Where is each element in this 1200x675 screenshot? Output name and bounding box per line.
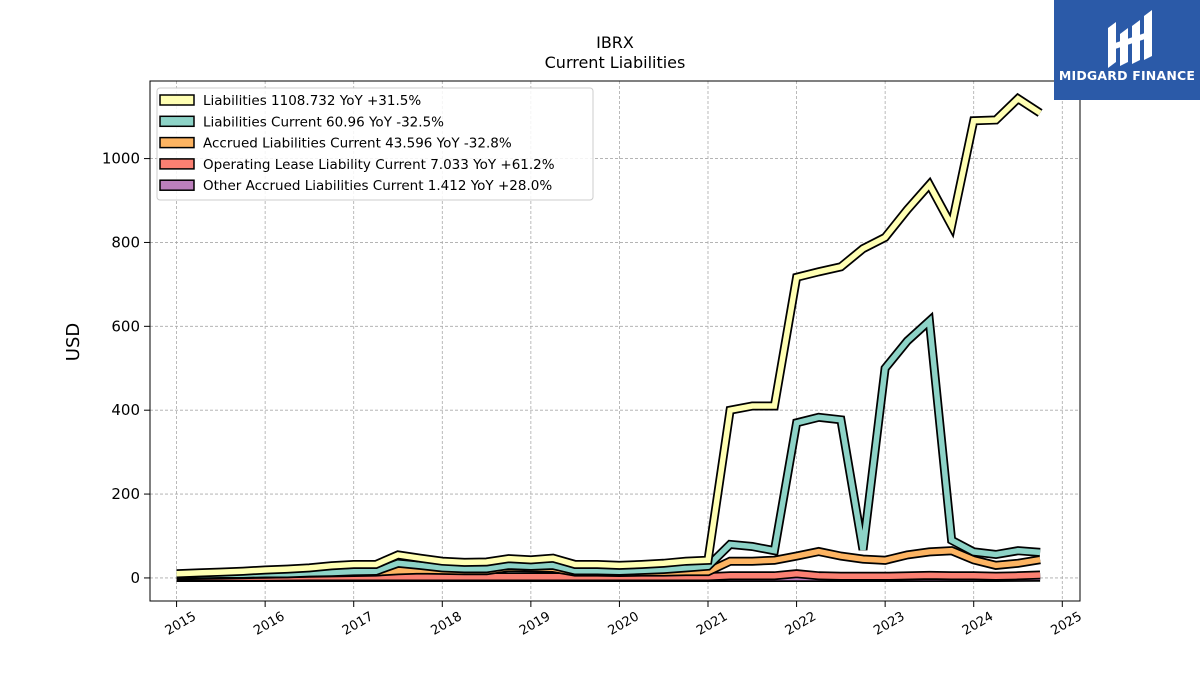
legend-entry: Liabilities 1108.732 YoY +31.5% [203, 93, 421, 109]
y-tick-label: 400 [111, 401, 140, 419]
chart-subtitle: Current Liabilities [545, 53, 686, 72]
legend: Liabilities 1108.732 YoY +31.5% Liabiliti… [156, 87, 594, 201]
x-tick-label: 2016 [251, 609, 287, 639]
legend-swatch [159, 158, 195, 170]
x-tick-label: 2017 [340, 609, 376, 639]
series-line-outline [176, 311, 1041, 580]
x-tick-label: 2023 [871, 609, 907, 639]
legend-swatch [159, 136, 195, 149]
legend-swatch [159, 115, 195, 128]
y-tick-label: 1000 [102, 150, 140, 168]
logo-mark-icon [1108, 10, 1152, 68]
y-axis-label: USD [63, 323, 84, 361]
x-tick-label: 2019 [517, 609, 553, 639]
legend-entry: Operating Lease Liability Current 7.033 … [203, 157, 555, 173]
y-tick-label: 0 [130, 569, 140, 587]
y-tick-label: 800 [111, 233, 140, 251]
y-tick-label: 200 [111, 485, 140, 503]
x-tick-label: 2020 [606, 609, 642, 639]
legend-entry: Liabilities Current 60.96 YoY -32.5% [203, 114, 444, 130]
x-tick-label: 2018 [428, 609, 464, 639]
series-line [176, 315, 1041, 578]
legend-swatch [159, 94, 195, 106]
series-layer [176, 92, 1043, 582]
x-tick-label: 2022 [783, 609, 819, 639]
x-tick-label: 2025 [1048, 609, 1084, 639]
series-line [176, 95, 1042, 577]
legend-box [156, 87, 594, 201]
legend-entry: Other Accrued Liabilities Current 1.412 … [203, 178, 552, 194]
legend-entry: Accrued Liabilities Current 43.596 YoY -… [203, 136, 512, 152]
brand-logo: MIDGARD FINANCE [1054, 0, 1200, 100]
x-tick-label: 2024 [960, 609, 996, 639]
x-tick-label: 2015 [163, 609, 199, 639]
plot-frame [149, 80, 1081, 602]
x-tick-label: 2021 [694, 609, 730, 639]
y-tick-label: 600 [111, 317, 140, 335]
chart-title: IBRX [596, 33, 634, 52]
legend-swatch [159, 179, 195, 191]
brand-name: MIDGARD FINANCE [1058, 68, 1196, 83]
